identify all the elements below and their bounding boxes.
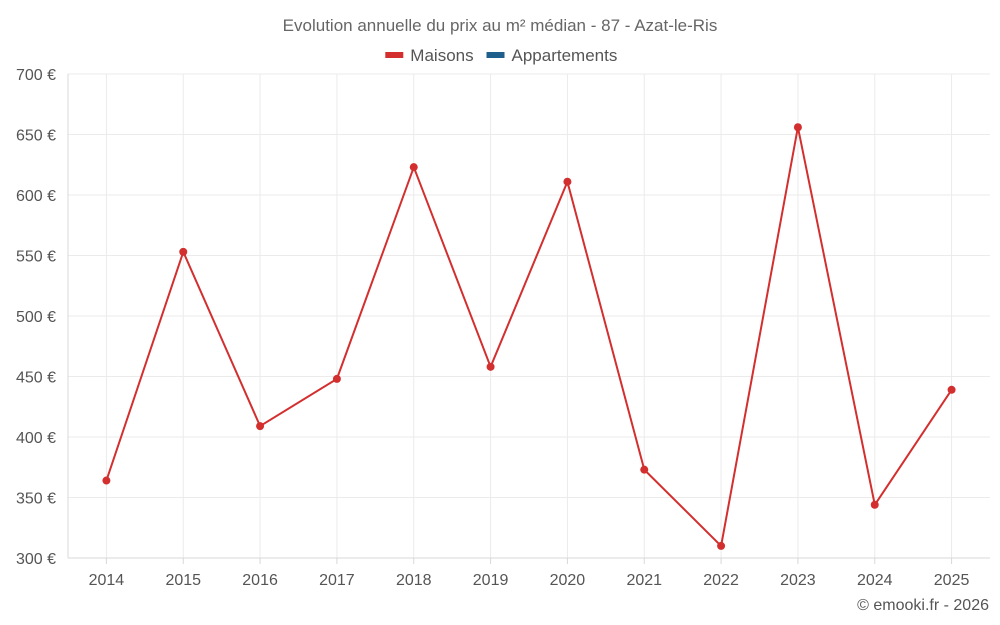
chart-title: Evolution annuelle du prix au m² médian … — [283, 16, 718, 35]
data-point-maisons[interactable] — [102, 477, 110, 485]
y-tick-label: 500 € — [16, 309, 56, 326]
x-tick-label: 2020 — [550, 572, 586, 589]
y-tick-label: 450 € — [16, 370, 56, 387]
y-tick-label: 700 € — [16, 67, 56, 84]
grid-lines — [68, 74, 990, 558]
data-point-maisons[interactable] — [179, 248, 187, 256]
x-tick-label: 2019 — [473, 572, 509, 589]
credit-text: © emooki.fr - 2026 — [857, 597, 989, 614]
y-tick-label: 650 € — [16, 128, 56, 145]
legend: Maisons Appartements — [385, 46, 617, 65]
data-point-maisons[interactable] — [948, 386, 956, 394]
y-tick-label: 600 € — [16, 188, 56, 205]
data-point-maisons[interactable] — [794, 123, 802, 131]
legend-label-appartements[interactable]: Appartements — [512, 46, 618, 65]
x-tick-label: 2018 — [396, 572, 432, 589]
y-tick-label: 550 € — [16, 249, 56, 266]
x-tick-label: 2021 — [626, 572, 662, 589]
y-tick-label: 350 € — [16, 491, 56, 508]
data-point-maisons[interactable] — [563, 178, 571, 186]
legend-label-maisons[interactable]: Maisons — [410, 46, 473, 65]
y-tick-label: 300 € — [16, 551, 56, 568]
x-tick-label: 2022 — [703, 572, 739, 589]
data-point-maisons[interactable] — [410, 163, 418, 171]
series-line-maisons — [106, 127, 951, 546]
x-axis: 2014 2015 2016 2017 2018 2019 2020 2021 2022 2023… — [89, 558, 970, 589]
x-tick-label: 2014 — [89, 572, 125, 589]
data-point-maisons[interactable] — [256, 422, 264, 430]
data-point-maisons[interactable] — [871, 501, 879, 509]
price-evolution-chart: Evolution annuelle du prix au m² médian … — [0, 0, 1000, 625]
legend-swatch-maisons[interactable] — [385, 52, 403, 58]
y-tick-label: 400 € — [16, 430, 56, 447]
series-layer — [102, 123, 955, 550]
x-tick-label: 2017 — [319, 572, 355, 589]
data-point-maisons[interactable] — [640, 466, 648, 474]
legend-swatch-appartements[interactable] — [487, 52, 505, 58]
x-tick-label: 2015 — [165, 572, 201, 589]
x-tick-label: 2016 — [242, 572, 278, 589]
y-axis: 300 € 350 € 400 € 450 € 500 € 550 € 600 € 650 €… — [16, 67, 56, 568]
data-point-maisons[interactable] — [717, 542, 725, 550]
data-point-maisons[interactable] — [487, 363, 495, 371]
data-point-maisons[interactable] — [333, 375, 341, 383]
x-tick-label: 2025 — [934, 572, 970, 589]
x-tick-label: 2024 — [857, 572, 893, 589]
x-tick-label: 2023 — [780, 572, 816, 589]
